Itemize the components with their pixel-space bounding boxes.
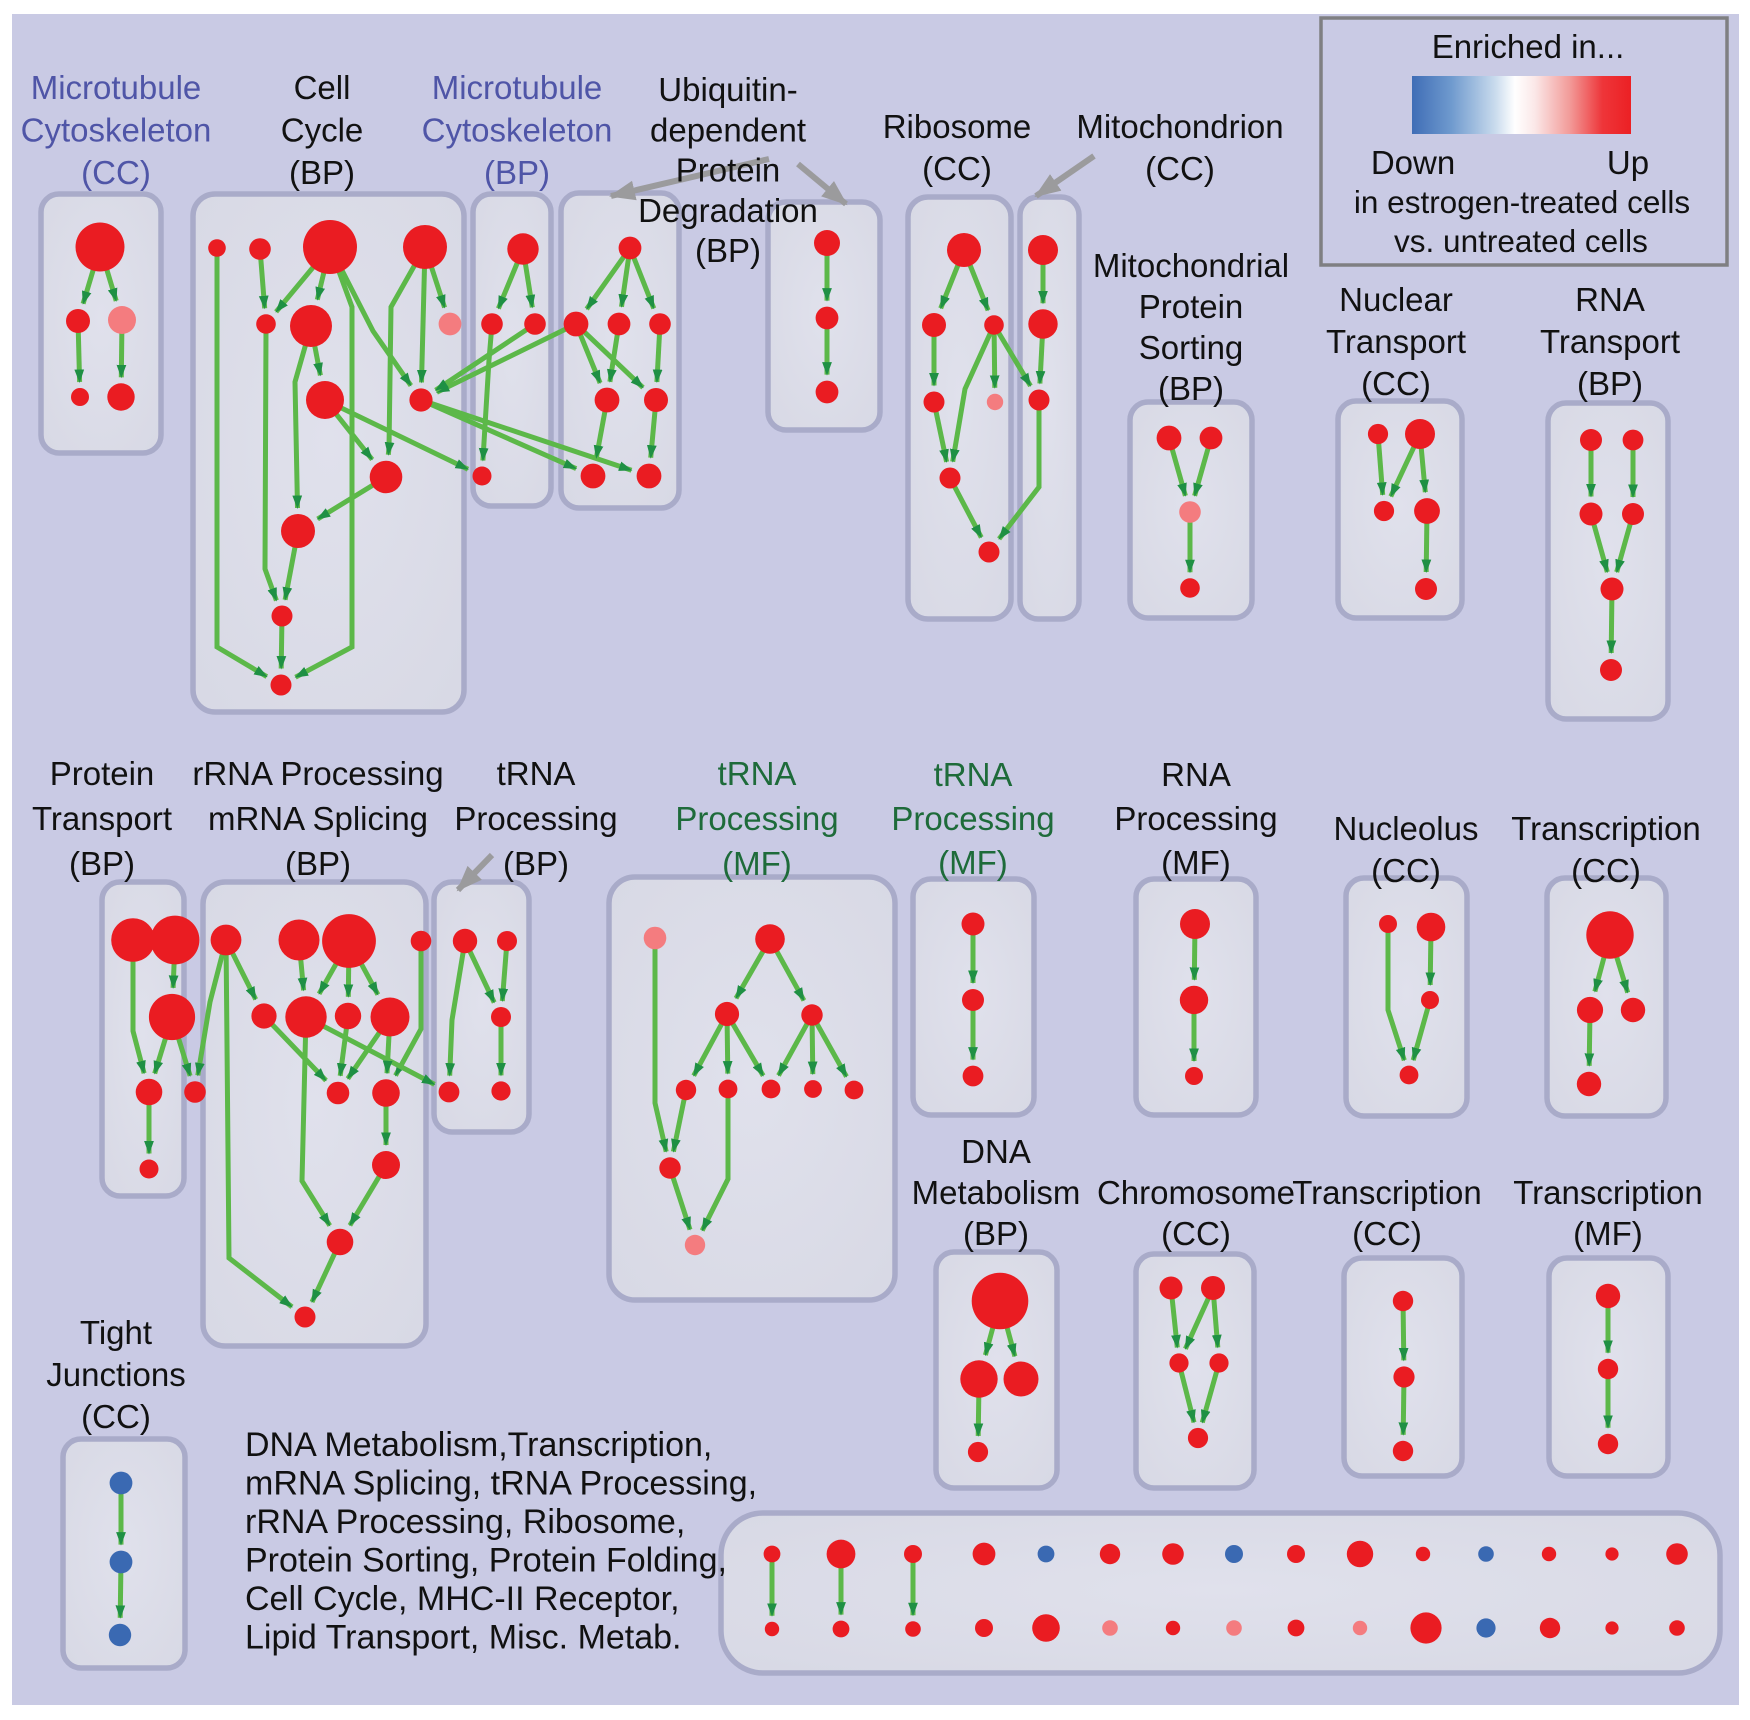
svg-text:vs. untreated cells: vs. untreated cells xyxy=(1394,223,1648,259)
svg-text:Transcription(MF): Transcription (MF) xyxy=(1513,1174,1703,1252)
svg-text:Enriched in...: Enriched in... xyxy=(1432,28,1625,65)
svg-text:Ribosome(CC): Ribosome (CC) xyxy=(883,108,1032,187)
svg-text:Mitochondrion(CC): Mitochondrion (CC) xyxy=(1076,108,1283,187)
svg-text:Transcription(CC): Transcription (CC) xyxy=(1511,810,1701,889)
svg-text:Nucleolus(CC): Nucleolus (CC) xyxy=(1334,810,1479,889)
svg-text:DNA Metabolism,Transcription,m: DNA Metabolism,Transcription, mRNA Splici… xyxy=(245,1426,757,1657)
svg-text:Up: Up xyxy=(1607,144,1649,181)
svg-text:Down: Down xyxy=(1371,144,1455,181)
svg-text:Chromosome(CC): Chromosome (CC) xyxy=(1097,1174,1295,1252)
svg-text:Transcription(CC): Transcription (CC) xyxy=(1292,1174,1482,1252)
svg-text:in estrogen-treated cells: in estrogen-treated cells xyxy=(1354,184,1690,220)
